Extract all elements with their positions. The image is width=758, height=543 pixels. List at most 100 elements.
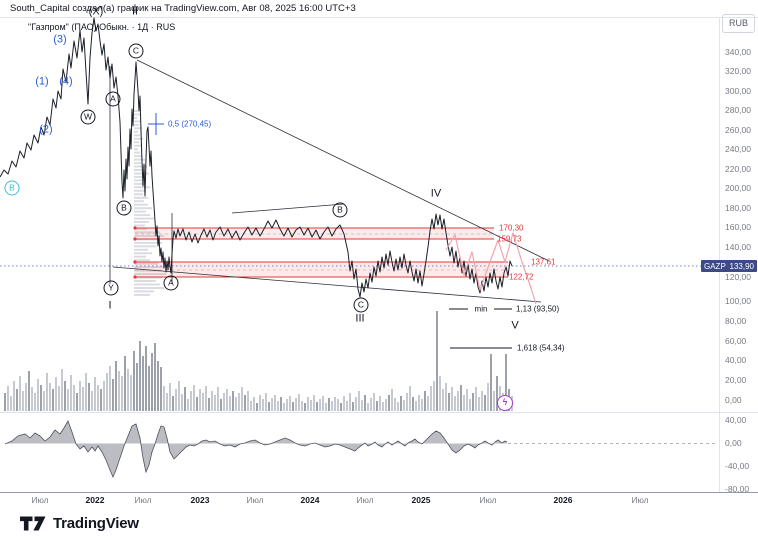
time-axis-label[interactable]: Июл	[134, 495, 152, 505]
volume-bar	[490, 354, 492, 411]
volume-bar	[22, 391, 24, 411]
hidden-drawing-marker-icon[interactable]: ϟ	[497, 395, 513, 411]
oscillator-axis-label[interactable]: -80,00	[725, 484, 750, 494]
volume-bar	[61, 369, 63, 411]
volume-bar	[142, 356, 144, 411]
volume-profile-bar	[134, 110, 138, 112]
volume-bar	[367, 403, 369, 411]
volume-bar	[343, 396, 345, 411]
price-axis-label[interactable]: 100,00	[725, 296, 751, 306]
price-axis-label[interactable]: 260,00	[725, 125, 751, 135]
volume-bar	[364, 395, 366, 411]
volume-bar	[454, 396, 456, 411]
volume-bar	[265, 393, 267, 411]
volume-bar	[88, 383, 90, 411]
volume-bar	[241, 387, 243, 411]
volume-profile-bar	[134, 273, 166, 276]
price-axis-label[interactable]: 120,00	[725, 272, 751, 282]
price-axis-label[interactable]: 40,00	[725, 355, 747, 365]
price-axis-label[interactable]: 160,00	[725, 222, 751, 232]
volume-bar	[217, 387, 219, 411]
volume-bar	[205, 386, 207, 411]
volume-bar	[436, 311, 438, 411]
time-axis-label[interactable]: 2023	[190, 495, 210, 505]
time-axis-label[interactable]: 2024	[300, 495, 320, 505]
price-axis-label[interactable]: 60,00	[725, 336, 747, 346]
volume-bar	[298, 394, 300, 411]
time-axis-label[interactable]: Июл	[631, 495, 649, 505]
volume-bar	[145, 346, 147, 411]
tradingview-logo[interactable]: TradingView	[20, 515, 139, 532]
volume-bar	[268, 402, 270, 411]
price-axis-label[interactable]: 0,00	[725, 395, 742, 405]
volume-profile-bar	[134, 120, 141, 123]
price-axis-label[interactable]: 180,00	[725, 203, 751, 213]
volume-bar	[391, 389, 393, 411]
volume-bar	[37, 379, 39, 411]
price-axis-label[interactable]: 320,00	[725, 66, 751, 76]
volume-profile-bar	[134, 148, 138, 151]
volume-bar	[58, 386, 60, 411]
volume-bar	[238, 393, 240, 411]
volume-bar	[247, 391, 249, 411]
time-axis-label[interactable]: Июл	[246, 495, 264, 505]
volume-bar	[79, 381, 81, 411]
volume-profile-bar	[134, 169, 143, 171]
volume-bar	[184, 387, 186, 411]
volume-bar	[34, 393, 36, 411]
volume-profile-bar	[134, 196, 148, 199]
volume-bar	[289, 396, 291, 411]
time-axis-label[interactable]: 2025	[411, 495, 431, 505]
price-axis-label[interactable]: 20,00	[725, 375, 747, 385]
volume-profile-bar	[134, 116, 137, 119]
volume-profile-bar	[134, 186, 150, 189]
volume-bar	[223, 393, 225, 411]
oscillator-axis-label[interactable]: 40,00	[725, 415, 747, 425]
volume-profile-bar	[134, 123, 139, 126]
last-price-badge: GAZP 133,90	[701, 260, 757, 272]
time-axis-label[interactable]: 2022	[85, 495, 105, 505]
time-axis-label[interactable]: Июл	[479, 495, 497, 505]
volume-bar	[409, 386, 411, 411]
oscillator-axis-label[interactable]: 0,00	[725, 438, 742, 448]
volume-bar	[229, 396, 231, 411]
price-axis-label[interactable]: 340,00	[725, 47, 751, 57]
oscillator-axis-label[interactable]: -40,00	[725, 461, 750, 471]
volume-bar	[352, 402, 354, 411]
price-axis-label[interactable]: 140,00	[725, 242, 751, 252]
volume-bar	[340, 403, 342, 411]
volume-bar	[235, 397, 237, 411]
price-axis-label[interactable]: 300,00	[725, 86, 751, 96]
volume-profile-bar	[134, 144, 141, 147]
price-line-series	[0, 17, 513, 298]
volume-bar	[412, 397, 414, 411]
price-axis-label[interactable]: 220,00	[725, 164, 751, 174]
volume-bar	[118, 371, 120, 411]
volume-profile-bar	[134, 259, 150, 262]
volume-bar	[112, 379, 114, 411]
price-axis-label[interactable]: 240,00	[725, 144, 751, 154]
volume-profile-bar	[134, 290, 154, 293]
volume-bar	[127, 369, 129, 411]
price-axis-label[interactable]: 200,00	[725, 183, 751, 193]
forecast-zigzag	[445, 232, 537, 305]
volume-profile-bar	[134, 231, 160, 234]
volume-bar	[181, 394, 183, 411]
price-axis-label[interactable]: 80,00	[725, 316, 747, 326]
volume-bar	[358, 391, 360, 411]
volume-bar	[169, 383, 171, 411]
price-axis-label[interactable]: 280,00	[725, 105, 751, 115]
time-axis-label[interactable]: Июл	[356, 495, 374, 505]
volume-bar	[427, 396, 429, 411]
volume-profile-bar	[134, 165, 147, 168]
volume-bar	[151, 353, 153, 411]
currency-badge: RUB	[722, 14, 755, 33]
volume-bar	[196, 397, 198, 411]
time-axis-label[interactable]: 2026	[553, 495, 573, 505]
volume-profile-bar	[134, 113, 140, 116]
volume-bar	[73, 385, 75, 411]
volume-bar	[304, 403, 306, 411]
time-axis-label[interactable]: Июл	[31, 495, 49, 505]
